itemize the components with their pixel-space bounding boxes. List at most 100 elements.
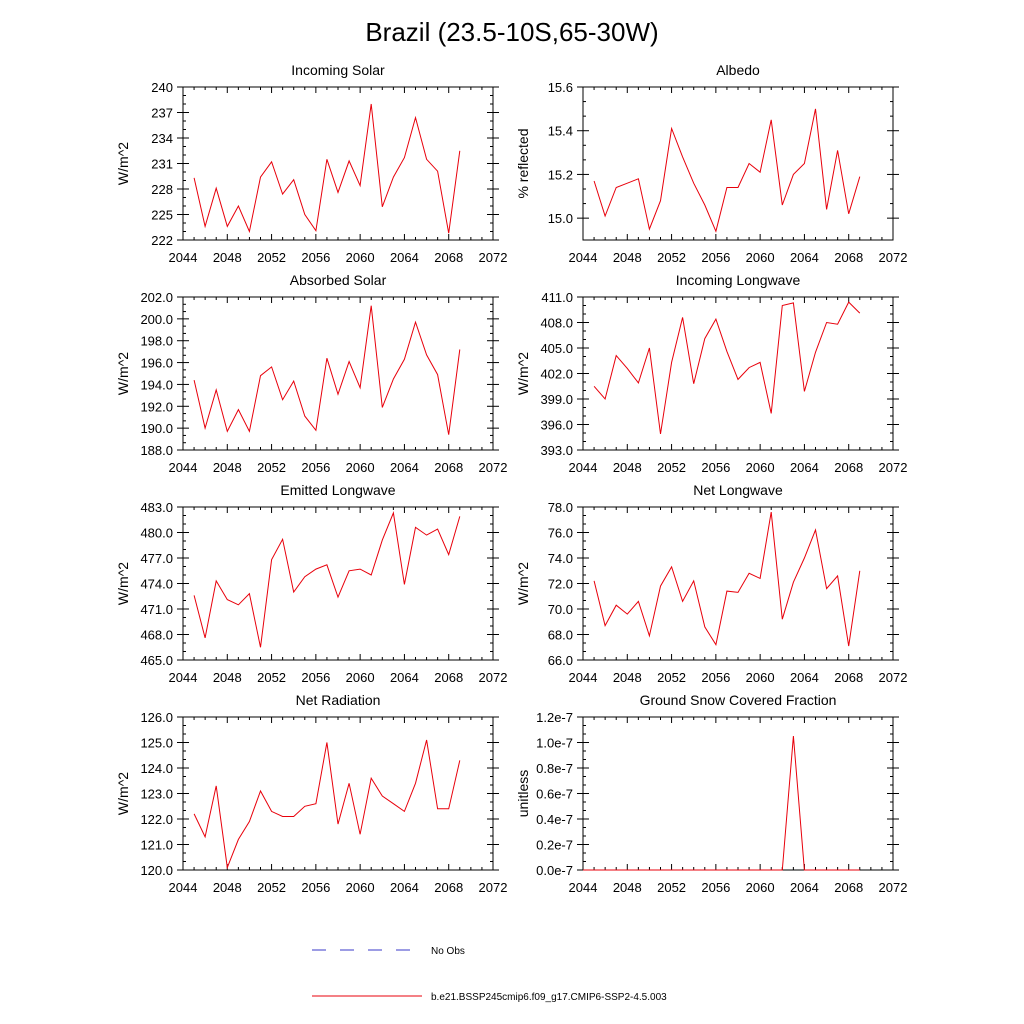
y-tick-label: 465.0: [140, 653, 173, 668]
panel-title: Net Longwave: [693, 482, 783, 498]
y-axis-label: W/m^2: [115, 352, 131, 395]
x-tick-label: 2064: [390, 250, 419, 265]
y-tick-label: 468.0: [140, 628, 173, 643]
y-tick-label: 0.2e-7: [536, 838, 573, 853]
y-tick-label: 411.0: [541, 290, 573, 305]
y-tick-label: 66.0: [548, 653, 573, 668]
x-tick-label: 2068: [434, 880, 463, 895]
panels: Incoming Solar W/m^2 2044 2048 2052 2056 2060 2…: [115, 62, 907, 895]
x-tick-label: 2056: [701, 250, 730, 265]
y-tick-label: 231: [151, 157, 173, 172]
y-tick-label: 471.0: [140, 602, 173, 617]
series-line: [193, 511, 461, 648]
x-tick-label: 2048: [213, 670, 242, 685]
panel-net-longwave: Net Longwave W/m^2 2044 2048 2052 2056 2060 206…: [515, 482, 907, 685]
x-tick-label: 2064: [790, 250, 819, 265]
y-axis-label: unitless: [515, 770, 531, 817]
series-line: [593, 512, 861, 647]
y-tick-label: 399.0: [540, 392, 573, 407]
panel-title: Absorbed Solar: [290, 272, 387, 288]
y-axis-label: % reflected: [515, 128, 531, 198]
x-tick-label: 2048: [613, 880, 642, 895]
x-tick-label: 2052: [257, 250, 286, 265]
x-tick-label: 2068: [834, 880, 863, 895]
y-tick-label: 198.0: [140, 334, 173, 349]
x-tick-label: 2052: [657, 250, 686, 265]
y-tick-label: 78.0: [548, 500, 573, 515]
y-tick-label: 123.0: [140, 787, 173, 802]
y-tick-label: 402.0: [540, 367, 573, 382]
figure-title: Brazil (23.5-10S,65-30W): [365, 17, 658, 47]
x-tick-label: 2060: [346, 460, 375, 475]
panel-absorbed-solar: Absorbed Solar W/m^2 2044 2048 2052 2056 2060 2…: [115, 272, 507, 475]
x-tick-label: 2064: [790, 460, 819, 475]
y-tick-label: 124.0: [140, 761, 173, 776]
x-tick-label: 2072: [879, 460, 908, 475]
x-tick-label: 2068: [834, 460, 863, 475]
y-tick-label: 70.0: [548, 602, 573, 617]
y-tick-label: 1.0e-7: [536, 736, 573, 751]
y-axis-label: W/m^2: [115, 562, 131, 605]
y-tick-label: 202.0: [140, 290, 173, 305]
x-tick-label: 2068: [434, 460, 463, 475]
x-tick-label: 2072: [479, 250, 508, 265]
x-tick-label: 2044: [569, 670, 598, 685]
x-tick-label: 2044: [569, 460, 598, 475]
x-tick-label: 2072: [879, 670, 908, 685]
x-tick-label: 2056: [301, 670, 330, 685]
y-tick-label: 1.2e-7: [536, 710, 573, 725]
x-tick-label: 2072: [879, 250, 908, 265]
x-tick-label: 2044: [169, 880, 198, 895]
x-tick-label: 2056: [301, 250, 330, 265]
x-tick-label: 2048: [213, 880, 242, 895]
x-tick-label: 2056: [701, 880, 730, 895]
x-tick-label: 2048: [213, 460, 242, 475]
x-tick-label: 2048: [613, 460, 642, 475]
x-tick-label: 2048: [213, 250, 242, 265]
x-tick-label: 2060: [746, 250, 775, 265]
y-tick-label: 225: [151, 208, 173, 223]
y-tick-label: 126.0: [140, 710, 173, 725]
panel-net-radiation: Net Radiation W/m^2 2044 2048 2052 2056 2060 20…: [115, 692, 507, 895]
x-tick-label: 2072: [879, 880, 908, 895]
y-tick-label: 194.0: [140, 377, 173, 392]
y-tick-label: 0.8e-7: [536, 761, 573, 776]
panel-title: Incoming Solar: [291, 62, 385, 78]
x-tick-label: 2044: [169, 250, 198, 265]
panel-title: Albedo: [716, 62, 760, 78]
x-tick-label: 2052: [257, 670, 286, 685]
panel-emitted-longwave: Emitted Longwave W/m^2 2044 2048 2052 2056 206…: [115, 482, 507, 685]
y-tick-label: 228: [151, 182, 173, 197]
y-tick-label: 76.0: [548, 526, 573, 541]
x-tick-label: 2064: [390, 670, 419, 685]
y-tick-label: 190.0: [140, 421, 173, 436]
x-tick-label: 2060: [346, 670, 375, 685]
y-tick-label: 125.0: [140, 736, 173, 751]
x-tick-label: 2064: [390, 460, 419, 475]
x-tick-label: 2064: [790, 670, 819, 685]
y-tick-label: 408.0: [540, 316, 573, 331]
series-line: [193, 739, 461, 870]
plot-frame: [582, 506, 894, 661]
y-tick-label: 200.0: [140, 312, 173, 327]
y-tick-label: 121.0: [140, 838, 173, 853]
x-tick-label: 2060: [746, 670, 775, 685]
x-tick-label: 2052: [657, 880, 686, 895]
x-tick-label: 2064: [790, 880, 819, 895]
y-tick-label: 72.0: [548, 577, 573, 592]
x-tick-label: 2060: [746, 880, 775, 895]
plot-frame: [182, 506, 494, 661]
y-tick-label: 0.4e-7: [536, 812, 573, 827]
y-tick-label: 0.6e-7: [536, 787, 573, 802]
panel-title: Emitted Longwave: [280, 482, 395, 498]
y-tick-label: 0.0e-7: [536, 863, 573, 878]
panel-title: Incoming Longwave: [676, 272, 801, 288]
y-axis-label: W/m^2: [515, 352, 531, 395]
series-line: [193, 103, 461, 234]
x-tick-label: 2044: [569, 880, 598, 895]
plot-frame: [582, 86, 894, 241]
y-tick-label: 393.0: [540, 443, 573, 458]
y-tick-label: 234: [151, 131, 173, 146]
y-tick-label: 483.0: [140, 500, 173, 515]
